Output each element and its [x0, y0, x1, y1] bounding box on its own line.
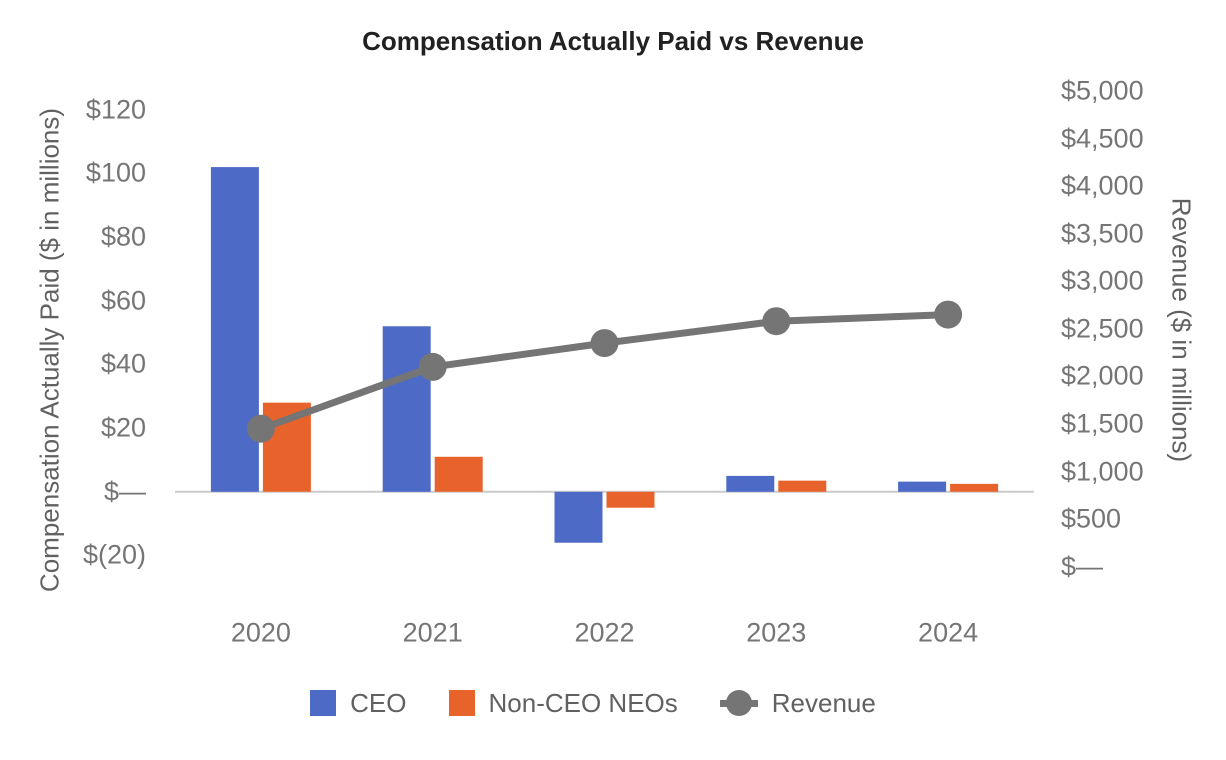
legend-label-ceo: CEO: [350, 687, 407, 718]
revenue-point-2024: [934, 300, 963, 329]
legend-item-revenue: Revenue: [719, 687, 876, 719]
x-axis-label-2020: 2020: [230, 617, 291, 648]
non-ceo-neos-series-swatch-icon: [448, 690, 475, 716]
legend-item-non-ceo-neos: Non-CEO NEOs: [448, 687, 678, 719]
bar-ceo-2022: [554, 491, 603, 543]
right-axis-tick: $1,000: [1061, 456, 1144, 487]
left-axis-tick: $40: [100, 348, 146, 379]
left-axis-tick: $60: [100, 285, 146, 316]
x-axis-label-2022: 2022: [574, 617, 635, 648]
left-axis-tick: $(20): [82, 539, 146, 570]
left-axis-tick: $120: [85, 94, 146, 125]
bar-non-ceo-neos-2022: [606, 491, 655, 508]
legend-label-non-ceo-neos: Non-CEO NEOs: [488, 687, 678, 718]
revenue-marker-dot: [725, 690, 752, 716]
legend-label-revenue: Revenue: [771, 687, 876, 718]
revenue-point-2023: [762, 307, 791, 336]
chart-title: Compensation Actually Paid vs Revenue: [362, 26, 864, 56]
x-axis-label-2023: 2023: [746, 617, 807, 648]
ceo-series-swatch-icon: [310, 690, 337, 716]
right-axis-tick: $—: [1061, 551, 1104, 582]
right-axis-tick: $4,500: [1061, 123, 1144, 154]
bar-ceo-2021: [382, 326, 431, 492]
bar-ceo-2023: [726, 475, 775, 492]
legend-item-ceo: CEO: [310, 687, 407, 719]
right-axis-tick: $2,500: [1061, 313, 1144, 344]
left-axis-tick: $20: [100, 412, 146, 443]
revenue-point-2021: [418, 352, 447, 381]
left-axis-tick: $—: [103, 476, 146, 507]
x-axis-label-2021: 2021: [402, 617, 463, 648]
right-axis-tick: $1,500: [1061, 408, 1144, 439]
revenue-point-2022: [590, 329, 619, 358]
right-axis-tick: $2,000: [1061, 360, 1144, 391]
bar-non-ceo-neos-2023: [778, 480, 827, 492]
legend: CEO Non-CEO NEOs Revenue: [0, 686, 1186, 720]
bar-ceo-2024: [898, 481, 947, 492]
bar-non-ceo-neos-2024: [950, 483, 999, 492]
right-axis-tick: $5,000: [1061, 75, 1144, 106]
right-axis-tick: $500: [1061, 503, 1122, 534]
right-axis-tick: $3,500: [1061, 218, 1144, 249]
left-axis-tick: $80: [100, 221, 146, 252]
right-axis-tick: $3,000: [1061, 265, 1144, 296]
bar-ceo-2020: [210, 167, 259, 492]
bar-non-ceo-neos-2021: [434, 456, 483, 492]
revenue-line-marker-icon: [719, 689, 758, 717]
revenue-point-2020: [246, 414, 275, 443]
left-axis-tick: $100: [85, 157, 146, 188]
right-axis-tick: $4,000: [1061, 170, 1144, 201]
x-axis-label-2024: 2024: [918, 617, 979, 648]
